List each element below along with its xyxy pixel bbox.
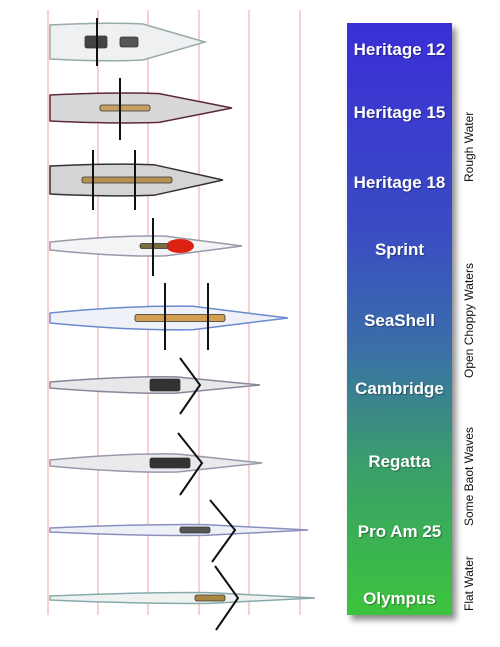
condition-open-choppy: Open Choppy Waters	[462, 263, 476, 378]
boat-seat	[194, 594, 226, 602]
condition-rough-water: Rough Water	[462, 111, 476, 182]
oar-rigger	[209, 499, 237, 563]
boat-hull-olympus	[49, 591, 316, 605]
boat-seat	[81, 176, 173, 184]
boat-seat	[134, 314, 226, 322]
boat-scale-bar: Heritage 12 Heritage 15 Heritage 18 Spri…	[347, 23, 452, 615]
condition-flat-water: Flat Water	[462, 556, 476, 611]
label-seashell: SeaShell	[364, 311, 435, 330]
label-heritage-12: Heritage 12	[353, 40, 446, 59]
oar-rigger	[179, 357, 202, 415]
boat-seat	[179, 526, 211, 534]
boat-seat	[149, 378, 181, 392]
label-olympus: Olympus	[363, 589, 436, 608]
label-heritage-15: Heritage 15	[353, 103, 446, 122]
oar-rigger	[214, 565, 240, 631]
label-cambridge: Cambridge	[355, 379, 444, 398]
label-sprint: Sprint	[374, 240, 425, 259]
boat-seat	[149, 457, 191, 469]
boat-seat	[119, 36, 139, 48]
label-regatta: Regatta	[368, 452, 431, 471]
boat-hull-pro-am-25	[49, 523, 309, 537]
label-heritage-18: Heritage 18	[353, 173, 446, 192]
boat-cockpit	[166, 239, 194, 253]
oar-rigger	[177, 432, 204, 496]
label-pro-am-25: Pro Am 25	[357, 522, 442, 541]
condition-some-waves: Some Baot Waves	[462, 427, 476, 526]
boat-seat	[99, 104, 151, 112]
